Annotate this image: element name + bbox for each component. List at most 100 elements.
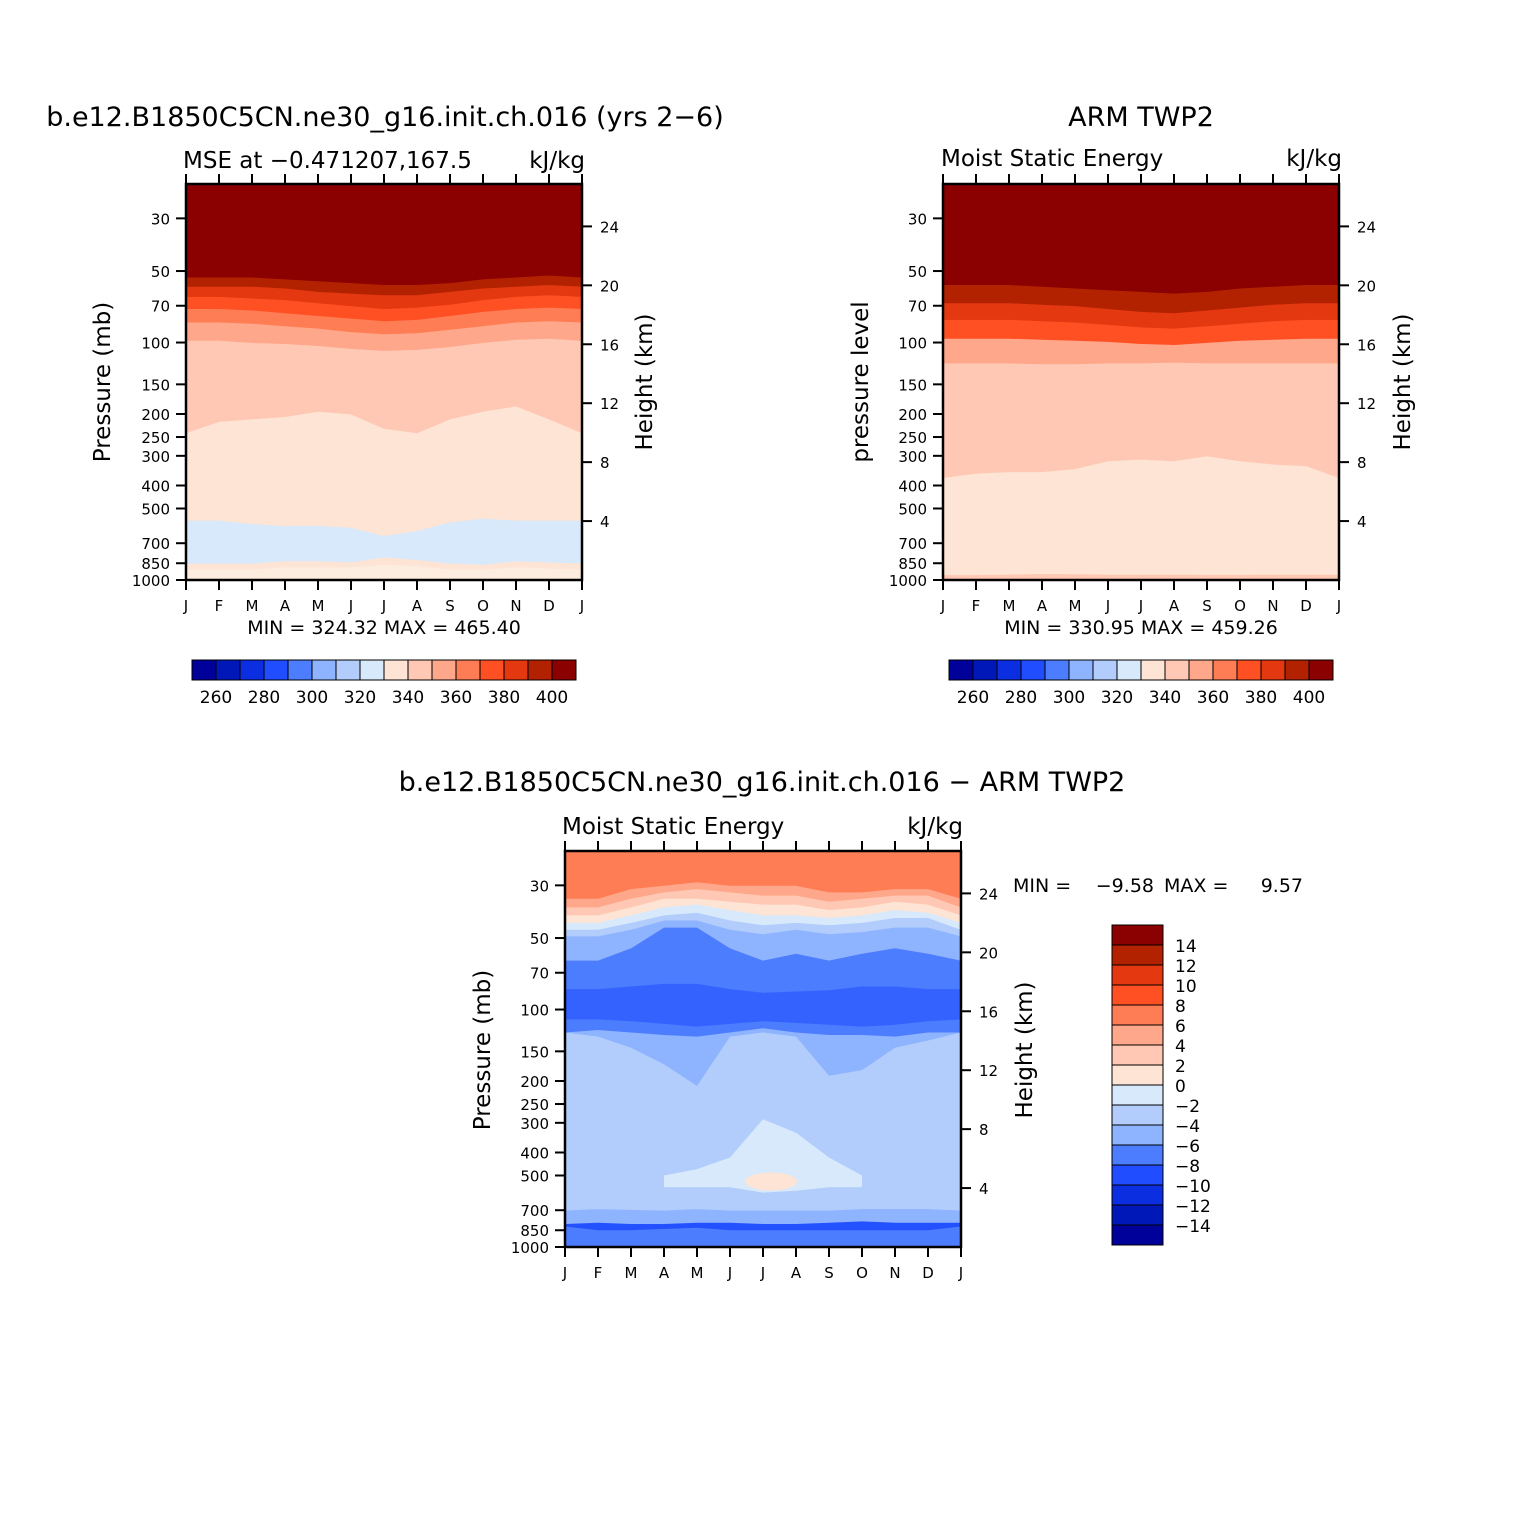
p1-colorbar-box	[431, 659, 457, 681]
p2-left-subtitle: Moist Static Energy	[941, 146, 1163, 172]
p3-colorbar-box	[1111, 1144, 1164, 1166]
p1-band-10	[185, 183, 583, 285]
p1-colorbar-label: 360	[440, 688, 472, 708]
p2-x-tick-label: A	[1169, 597, 1180, 615]
p1-y2-axis-label: Height (km)	[632, 313, 658, 450]
p2-x-tick-label: J	[1336, 597, 1341, 615]
p1-colorbar-box	[215, 659, 241, 681]
p1-x-tick-label: A	[412, 597, 423, 615]
p3-colorbar-label: −2	[1175, 1097, 1200, 1117]
p1-y-tick-label: 1000	[132, 572, 170, 590]
p3-band-11	[564, 850, 962, 899]
p2-y2-tick-label: 8	[1357, 454, 1367, 472]
p3-x-tick-label: J	[727, 1264, 732, 1282]
p3-y2-axis-label: Height (km)	[1012, 981, 1038, 1118]
panel-difference: b.e12.B1850C5CN.ne30_g16.init.ch.016 − A…	[399, 767, 1303, 1282]
p3-y-tick-label: 850	[520, 1222, 549, 1240]
p3-y-tick-label: 1000	[511, 1239, 549, 1257]
p3-y-tick-label: 400	[520, 1145, 549, 1163]
p1-y-tick-label: 70	[151, 298, 170, 316]
p1-x-tick-label: J	[183, 597, 188, 615]
p2-colorbar-label: 360	[1197, 688, 1229, 708]
p3-y2-tick-label: 24	[979, 885, 998, 903]
p2-colorbar-label: 400	[1293, 688, 1325, 708]
p3-colorbar-box	[1111, 1224, 1164, 1246]
p1-min-max: MIN = 324.32 MAX = 465.40	[247, 617, 521, 639]
p3-y-tick-label: 50	[530, 930, 549, 948]
p1-y2-tick-label: 12	[600, 395, 619, 413]
p1-right-subtitle: kJ/kg	[529, 148, 585, 174]
p3-colorbar-box	[1111, 964, 1164, 986]
p1-colorbar-box	[383, 659, 409, 681]
p3-colorbar-label: 10	[1175, 977, 1197, 997]
p2-y-tick-label: 250	[898, 429, 927, 447]
p3-x-tick-label: J	[958, 1264, 963, 1282]
p2-x-tick-label: S	[1202, 597, 1212, 615]
p3-x-tick-label: D	[922, 1264, 934, 1282]
p2-y-tick-label: 150	[898, 376, 927, 394]
p3-overlay-positive	[745, 1172, 797, 1191]
p1-colorbar-box	[359, 659, 385, 681]
p3-y2-tick-label: 16	[979, 1003, 998, 1021]
p2-x-tick-label: J	[1138, 597, 1143, 615]
p2-colorbar-label: 380	[1245, 688, 1277, 708]
p1-y2-tick-label: 24	[600, 218, 619, 236]
p2-right-subtitle: kJ/kg	[1286, 146, 1342, 172]
p2-y-tick-label: 300	[898, 448, 927, 466]
p3-y-tick-label: 70	[530, 965, 549, 983]
p3-x-tick-label: O	[856, 1264, 868, 1282]
p2-colorbar-box	[1284, 659, 1310, 681]
p3-x-tick-label: A	[659, 1264, 670, 1282]
p2-y-tick-label: 500	[898, 501, 927, 519]
p1-colorbar-box	[407, 659, 433, 681]
p2-y-tick-label: 850	[898, 555, 927, 573]
p1-left-subtitle: MSE at −0.471207,167.5	[183, 148, 472, 174]
p1-colorbar-label: 260	[200, 688, 232, 708]
p3-max-label: MAX =	[1164, 875, 1228, 897]
p3-colorbar-label: 0	[1175, 1077, 1186, 1097]
p1-y-tick-label: 700	[141, 535, 170, 553]
p2-x-tick-label: D	[1300, 597, 1312, 615]
p3-colorbar-label: −6	[1175, 1137, 1200, 1157]
p2-y-tick-label: 50	[908, 263, 927, 281]
p2-colorbar-box	[1188, 659, 1214, 681]
p1-y-tick-label: 250	[141, 429, 170, 447]
p3-colorbar-label: 12	[1175, 957, 1197, 977]
p3-colorbar-label: 4	[1175, 1037, 1186, 1057]
p3-y-tick-label: 100	[520, 1002, 549, 1020]
p3-overlay-low	[565, 1221, 961, 1231]
p1-y-tick-label: 100	[141, 335, 170, 353]
p3-y2-tick-label: 8	[979, 1121, 989, 1139]
p2-y-tick-label: 700	[898, 535, 927, 553]
p1-x-tick-label: S	[445, 597, 455, 615]
p1-contour-bands	[185, 183, 583, 580]
p2-colorbar-label: 260	[957, 688, 989, 708]
p2-colorbar-box	[972, 659, 998, 681]
p3-colorbar-box	[1111, 924, 1164, 946]
p2-colorbar-box	[1020, 659, 1046, 681]
p2-y-tick-label: 70	[908, 298, 927, 316]
p1-y2-tick-label: 20	[600, 277, 619, 295]
p1-y2-tick-label: 4	[600, 513, 610, 531]
p3-left-subtitle: Moist Static Energy	[562, 814, 784, 840]
p2-y-tick-label: 200	[898, 406, 927, 424]
p3-x-tick-label: A	[791, 1264, 802, 1282]
p1-colorbar-label: 320	[344, 688, 376, 708]
p2-x-tick-label: F	[972, 597, 981, 615]
p2-y-tick-label: 100	[898, 335, 927, 353]
p1-colorbar-box	[479, 659, 505, 681]
p1-x-tick-label: N	[510, 597, 521, 615]
p3-y-tick-label: 500	[520, 1168, 549, 1186]
p1-colorbar-box	[503, 659, 529, 681]
p1-colorbar-box	[191, 659, 217, 681]
p3-colorbar-label: 14	[1175, 937, 1197, 957]
p1-x-tick-label: M	[312, 597, 325, 615]
p2-y-tick-label: 1000	[889, 572, 927, 590]
p1-y-tick-label: 50	[151, 263, 170, 281]
p2-colorbar-label: 340	[1149, 688, 1181, 708]
p2-y-tick-label: 400	[898, 478, 927, 496]
p1-x-tick-label: J	[348, 597, 353, 615]
